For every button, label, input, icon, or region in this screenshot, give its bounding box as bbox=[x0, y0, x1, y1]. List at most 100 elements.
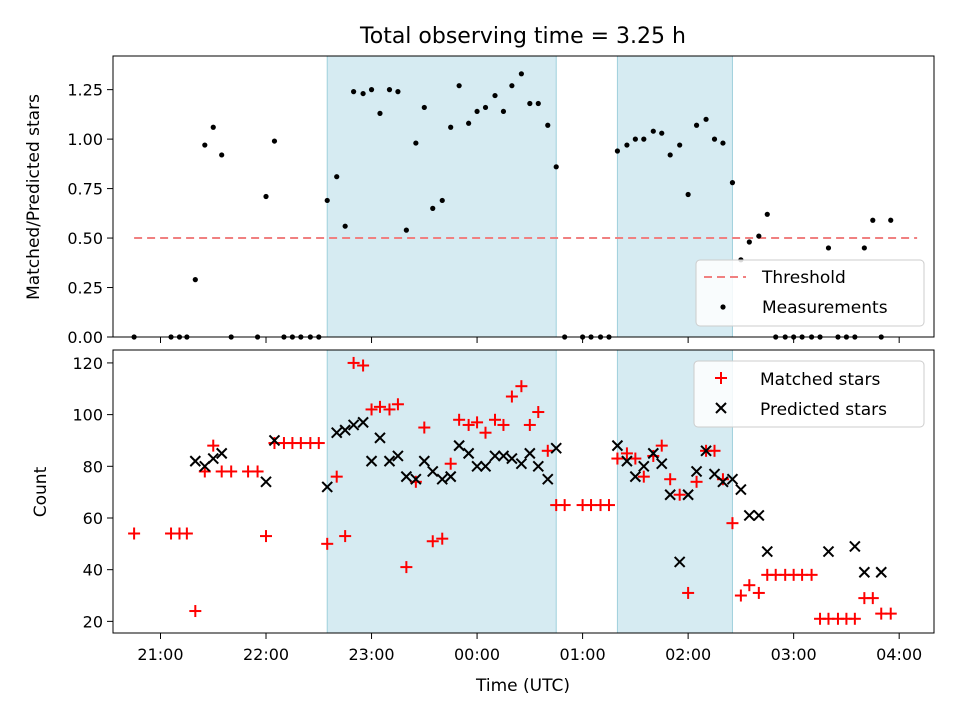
predicted-star-point bbox=[444, 470, 457, 483]
predicted-star-point bbox=[656, 458, 668, 470]
ratio-panel: 0.00 0.25 0.50 0.75 1.00 1.25 Matched/Predict… bbox=[24, 55, 935, 347]
matched-star-point bbox=[471, 416, 484, 429]
count-plot-frame bbox=[112, 349, 935, 634]
measurement-point bbox=[518, 71, 524, 77]
measurement-point bbox=[624, 142, 630, 148]
predicted-star-point bbox=[462, 447, 475, 460]
count-panel: 20 40 60 80 100 120 21:00 22:00 23:00 00:00 01:00… bbox=[31, 349, 935, 696]
predicted-star-point bbox=[761, 545, 773, 558]
measurement-point bbox=[685, 191, 691, 198]
ratio-legend: Threshold Measurements bbox=[695, 259, 925, 327]
matched-star-point bbox=[558, 499, 571, 512]
predicted-star-point bbox=[726, 473, 739, 485]
measurement-point bbox=[677, 142, 683, 148]
measurement-point bbox=[360, 90, 366, 97]
matched-star-point bbox=[655, 439, 668, 452]
ratio-plot-frame bbox=[112, 55, 935, 338]
legend-measurements-marker bbox=[720, 304, 726, 310]
predicted-star-point bbox=[743, 509, 756, 522]
ratio-observing-interval-1 bbox=[326, 55, 557, 338]
predicted-star-point bbox=[321, 481, 333, 493]
matched-star-point bbox=[312, 437, 325, 450]
predicted-star-point bbox=[700, 445, 712, 457]
predicted-star-point bbox=[268, 434, 281, 447]
predicted-star-point bbox=[436, 473, 448, 485]
predicted-star-point bbox=[717, 476, 729, 488]
measurement-point bbox=[377, 110, 383, 116]
matched-star-point bbox=[690, 475, 703, 488]
measurement-point bbox=[535, 100, 541, 107]
x-tick-label: 02:00 bbox=[665, 645, 711, 664]
predicted-star-point bbox=[383, 455, 396, 467]
predicted-star-point bbox=[735, 483, 747, 496]
measurement-point bbox=[614, 148, 621, 154]
matched-star-point bbox=[673, 488, 686, 501]
matched-star-point bbox=[321, 537, 334, 550]
count-y-tick-label: 80 bbox=[83, 457, 103, 476]
predicted-star-point bbox=[189, 455, 202, 467]
predicted-star-point bbox=[347, 419, 360, 431]
matched-star-point bbox=[225, 465, 238, 478]
x-tick-label: 01:00 bbox=[560, 645, 606, 664]
predicted-star-point bbox=[664, 489, 676, 501]
measurement-point bbox=[421, 104, 427, 111]
predicted-star-point bbox=[822, 545, 835, 558]
matched-star-point bbox=[743, 579, 756, 592]
ratio-y-axis-label: Matched/Predicted stars bbox=[24, 94, 44, 300]
measurement-point bbox=[324, 197, 330, 204]
predicted-star-point bbox=[682, 489, 694, 501]
measurement-point bbox=[482, 104, 489, 111]
predicted-star-point bbox=[365, 455, 378, 467]
legend-predicted-marker bbox=[715, 402, 727, 414]
predicted-star-point bbox=[550, 442, 562, 454]
measurement-point bbox=[395, 89, 401, 95]
matched-star-point bbox=[339, 530, 352, 543]
matched-star-point bbox=[848, 612, 861, 625]
matched-star-point bbox=[497, 418, 510, 431]
predicted-star-point bbox=[515, 458, 528, 470]
matched-star-point bbox=[734, 589, 747, 602]
measurement-point bbox=[456, 83, 462, 89]
predicted-star-point bbox=[374, 432, 386, 444]
predicted-star-point bbox=[611, 439, 624, 452]
measurement-point bbox=[334, 174, 340, 180]
predicted-star-point bbox=[858, 566, 871, 578]
measurement-point bbox=[729, 180, 736, 186]
measurement-point bbox=[500, 108, 507, 115]
matched-star-point bbox=[383, 403, 396, 416]
measurement-point bbox=[746, 239, 752, 245]
ratio-y-tick-label: 1.25 bbox=[67, 81, 103, 100]
matched-star-point bbox=[532, 406, 545, 419]
matched-star-point bbox=[647, 449, 660, 462]
measurement-point bbox=[466, 120, 472, 126]
matched-star-point bbox=[426, 535, 439, 548]
measurement-point bbox=[888, 217, 894, 223]
legend-matched-label: Matched stars bbox=[760, 370, 880, 390]
matched-star-point bbox=[409, 475, 422, 488]
predicted-star-point bbox=[489, 450, 501, 462]
measurement-point bbox=[413, 140, 419, 146]
predicted-star-point bbox=[331, 426, 343, 439]
figure-title: Total observing time = 3.25 h bbox=[359, 24, 686, 49]
predicted-star-point bbox=[532, 460, 544, 473]
ratio-y-tick-label: 0.00 bbox=[67, 328, 103, 347]
count-y-axis-label: Count bbox=[31, 466, 51, 517]
predicted-star-point bbox=[207, 452, 219, 465]
predicted-star-point bbox=[215, 447, 228, 460]
predicted-star-point bbox=[471, 460, 483, 473]
matched-star-point bbox=[805, 568, 818, 581]
matched-star-point bbox=[884, 607, 897, 620]
measurement-point bbox=[703, 116, 709, 122]
measurement-point bbox=[870, 217, 876, 223]
x-tick-label: 23:00 bbox=[348, 645, 394, 664]
matched-star-point bbox=[260, 530, 273, 543]
matched-star-point bbox=[180, 527, 193, 540]
matched-star-point bbox=[523, 418, 536, 431]
matched-star-point bbox=[436, 532, 449, 545]
matched-star-point bbox=[637, 470, 650, 483]
predicted-star-point bbox=[875, 566, 887, 578]
matched-star-point bbox=[515, 380, 528, 393]
measurement-point bbox=[545, 122, 551, 128]
x-tick-label: 22:00 bbox=[243, 645, 289, 664]
measurement-point bbox=[439, 197, 445, 204]
